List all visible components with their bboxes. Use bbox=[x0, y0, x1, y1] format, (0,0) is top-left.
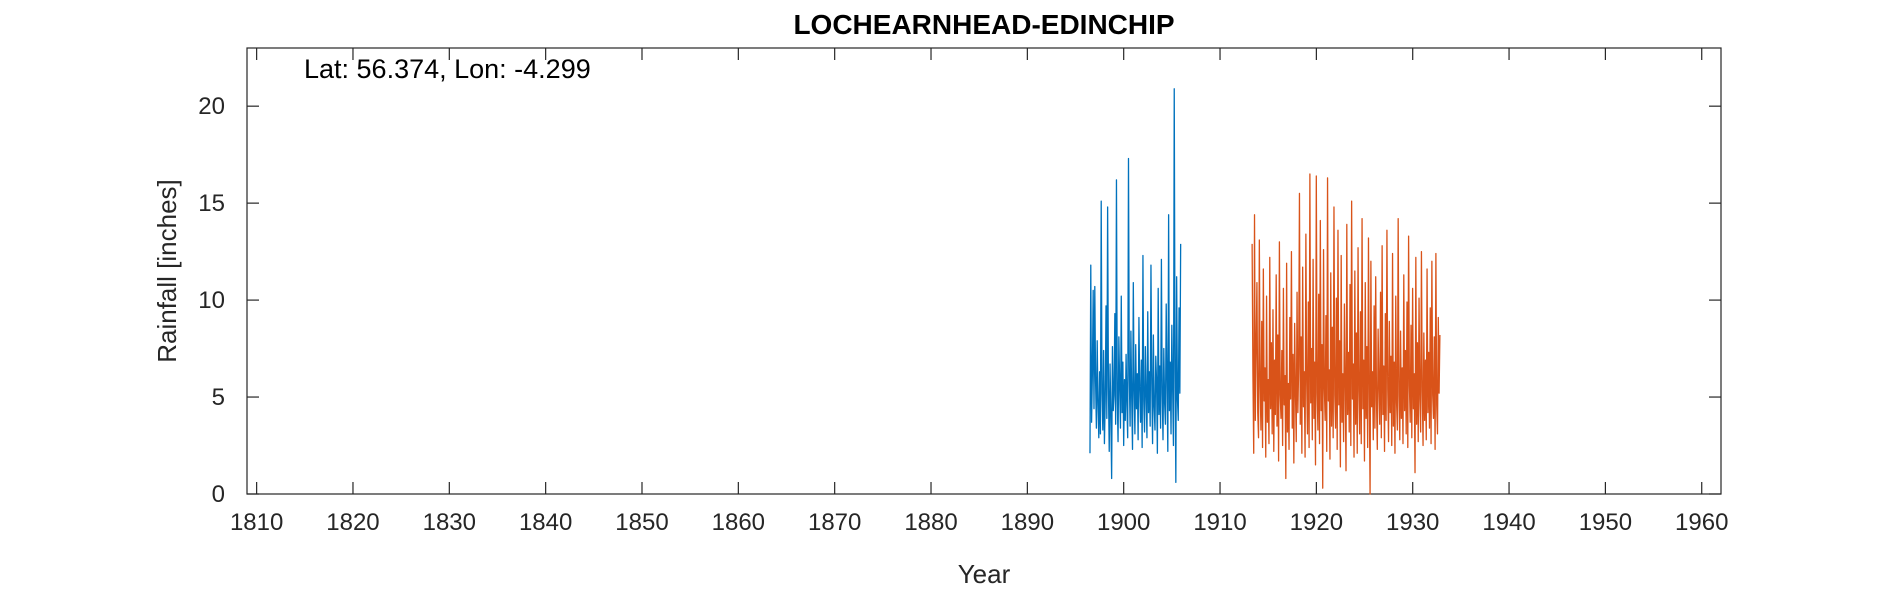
x-tick-label: 1840 bbox=[519, 509, 572, 536]
x-tick-label: 1880 bbox=[904, 509, 957, 536]
x-tick-label: 1850 bbox=[615, 509, 668, 536]
chart-title: LOCHEARNHEAD-EDINCHIP bbox=[793, 9, 1174, 40]
y-tick-label: 0 bbox=[212, 481, 225, 508]
axis-ticks bbox=[247, 48, 1721, 495]
x-tick-label: 1870 bbox=[808, 509, 861, 536]
series-line-2 bbox=[1251, 173, 1441, 495]
x-tick-label: 1930 bbox=[1386, 509, 1439, 536]
location-annotation: Lat: 56.374, Lon: -4.299 bbox=[304, 54, 591, 84]
x-tick-label: 1910 bbox=[1193, 509, 1246, 536]
x-tick-label: 1890 bbox=[1001, 509, 1054, 536]
x-tick-label: 1860 bbox=[712, 509, 765, 536]
y-tick-label: 15 bbox=[198, 190, 225, 217]
x-tick-label: 1810 bbox=[230, 509, 283, 536]
x-axis-title: Year bbox=[958, 559, 1011, 589]
x-tick-label: 1960 bbox=[1675, 509, 1728, 536]
y-tick-label: 20 bbox=[198, 93, 225, 120]
axis-tick-labels: 1810 1820 1830 1840 1850 1860 1870 1880 1890 1900… bbox=[198, 93, 1728, 536]
x-tick-label: 1830 bbox=[423, 509, 476, 536]
x-tick-label: 1820 bbox=[326, 509, 379, 536]
y-tick-label: 5 bbox=[212, 384, 225, 411]
series-line-1 bbox=[1089, 88, 1182, 484]
y-tick-label: 10 bbox=[198, 287, 225, 314]
x-tick-label: 1920 bbox=[1290, 509, 1343, 536]
x-tick-label: 1900 bbox=[1097, 509, 1150, 536]
x-tick-label: 1950 bbox=[1579, 509, 1632, 536]
series-lines bbox=[1089, 88, 1441, 495]
plot-area bbox=[246, 47, 1722, 495]
x-tick-label: 1940 bbox=[1482, 509, 1535, 536]
y-axis-title: Rainfall [inches] bbox=[152, 179, 182, 363]
